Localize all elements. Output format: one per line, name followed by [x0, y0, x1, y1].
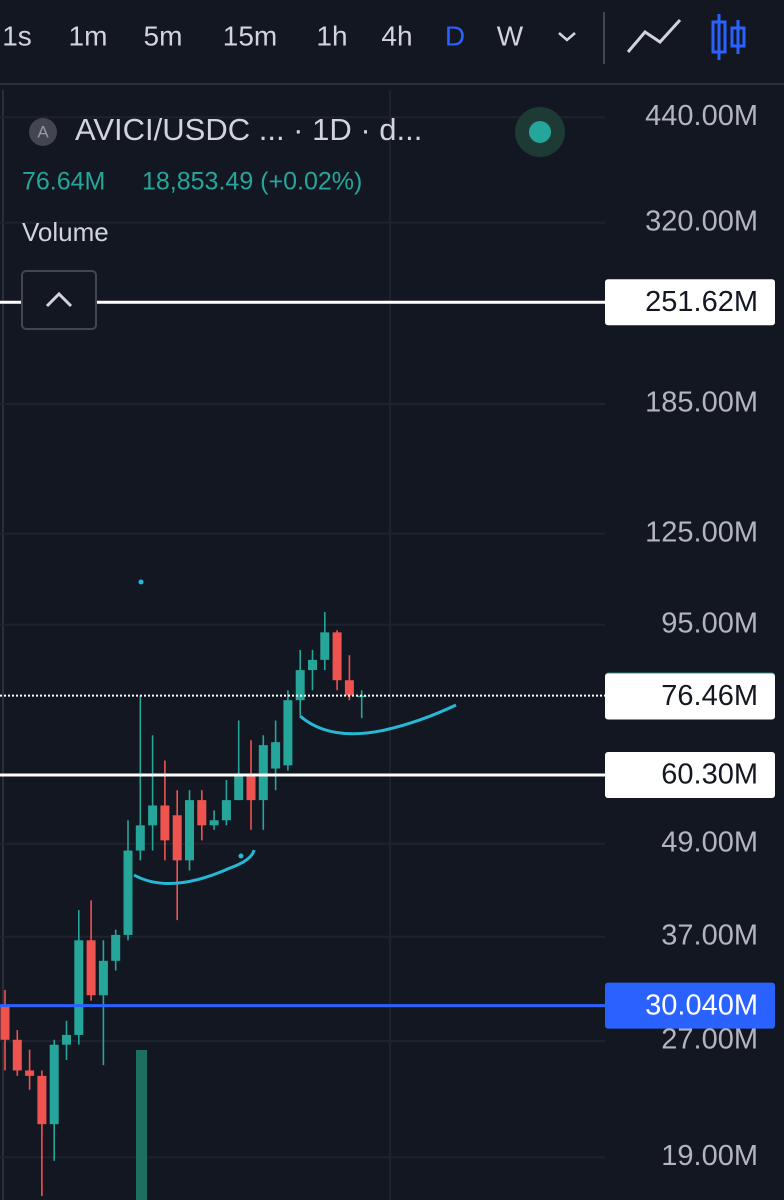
drawing-dot: [138, 579, 144, 585]
interval-button[interactable]: 4h: [381, 20, 412, 51]
interval-button[interactable]: 5m: [144, 20, 183, 51]
candle-body: [12, 1039, 22, 1071]
candle-body: [185, 800, 194, 861]
symbol-icon-letter: A: [37, 122, 49, 141]
candle-body: [37, 1075, 47, 1125]
candle-body: [160, 805, 170, 841]
price-label: 30.040M: [645, 989, 758, 1021]
drawing-curve: [133, 849, 256, 885]
candle-body: [271, 742, 281, 769]
quote: 18,853.49 (+0.02%): [142, 168, 362, 196]
candle-chart-icon[interactable]: [711, 14, 746, 60]
candle-body: [320, 632, 330, 660]
interval-button[interactable]: 15m: [223, 20, 277, 51]
chart-left-edge: [2, 90, 4, 1200]
y-tick-label: 440.00M: [645, 100, 758, 132]
y-tick-label: 37.00M: [661, 919, 758, 951]
price-label-box: [605, 982, 775, 1029]
candle-body: [308, 659, 317, 671]
price-label: 251.62M: [645, 286, 758, 318]
candle-body: [295, 670, 305, 701]
candle-body: [332, 632, 342, 681]
price-label-box: [605, 673, 775, 720]
study-label: Volume: [22, 217, 109, 247]
interval-button[interactable]: 1h: [316, 20, 347, 51]
y-tick-label: 125.00M: [645, 516, 758, 548]
candle-body: [258, 745, 268, 801]
y-tick-label: 27.00M: [661, 1024, 758, 1056]
candle-body: [62, 1034, 71, 1045]
candle-body: [135, 825, 145, 851]
candle-body: [49, 1044, 59, 1125]
symbol-title[interactable]: AVICI/USDC ... · 1D · d...: [75, 112, 422, 147]
candle-body: [74, 940, 84, 1035]
collapse-button[interactable]: [21, 270, 97, 330]
interval-button[interactable]: W: [497, 20, 524, 51]
candle-body: [148, 805, 158, 826]
candle-body: [209, 820, 219, 826]
price-label: 76.46M: [661, 680, 758, 712]
candle-body: [111, 934, 121, 961]
candle-body: [234, 775, 244, 801]
price-label-box: [605, 752, 775, 799]
interval-button[interactable]: 1s: [2, 20, 32, 51]
y-tick-label: 185.00M: [645, 387, 758, 419]
line-chart-icon[interactable]: [626, 18, 682, 53]
candle-body: [0, 1005, 10, 1040]
market-status-dot: [529, 121, 551, 143]
drawing-curve: [299, 703, 457, 736]
y-tick-label: 19.00M: [661, 1140, 758, 1172]
last-volume: 76.64M: [22, 168, 105, 196]
price-label-box: [605, 279, 775, 326]
candle-body: [246, 775, 256, 801]
candle-body: [344, 680, 354, 696]
candle-body: [283, 700, 293, 766]
candle-body: [25, 1070, 35, 1076]
candle-body: [98, 960, 108, 996]
interval-button[interactable]: 1m: [69, 20, 108, 51]
candle-body: [172, 815, 182, 861]
candle-body: [86, 940, 96, 996]
drawing-dot: [238, 853, 244, 859]
price-label: 60.30M: [661, 759, 758, 791]
candle-body: [221, 800, 231, 821]
y-tick-label: 320.00M: [645, 205, 758, 237]
candle-body: [123, 850, 133, 935]
symbol-icon: [29, 118, 57, 146]
collapse-chevron: [45, 291, 73, 308]
toolbar: [0, 0, 784, 84]
volume-bar: [136, 1050, 147, 1200]
more-intervals[interactable]: [558, 32, 576, 42]
interval-button[interactable]: D: [445, 20, 465, 51]
y-tick-label: 95.00M: [661, 607, 758, 639]
candle-body: [197, 800, 207, 826]
y-tick-label: 49.00M: [661, 826, 758, 858]
